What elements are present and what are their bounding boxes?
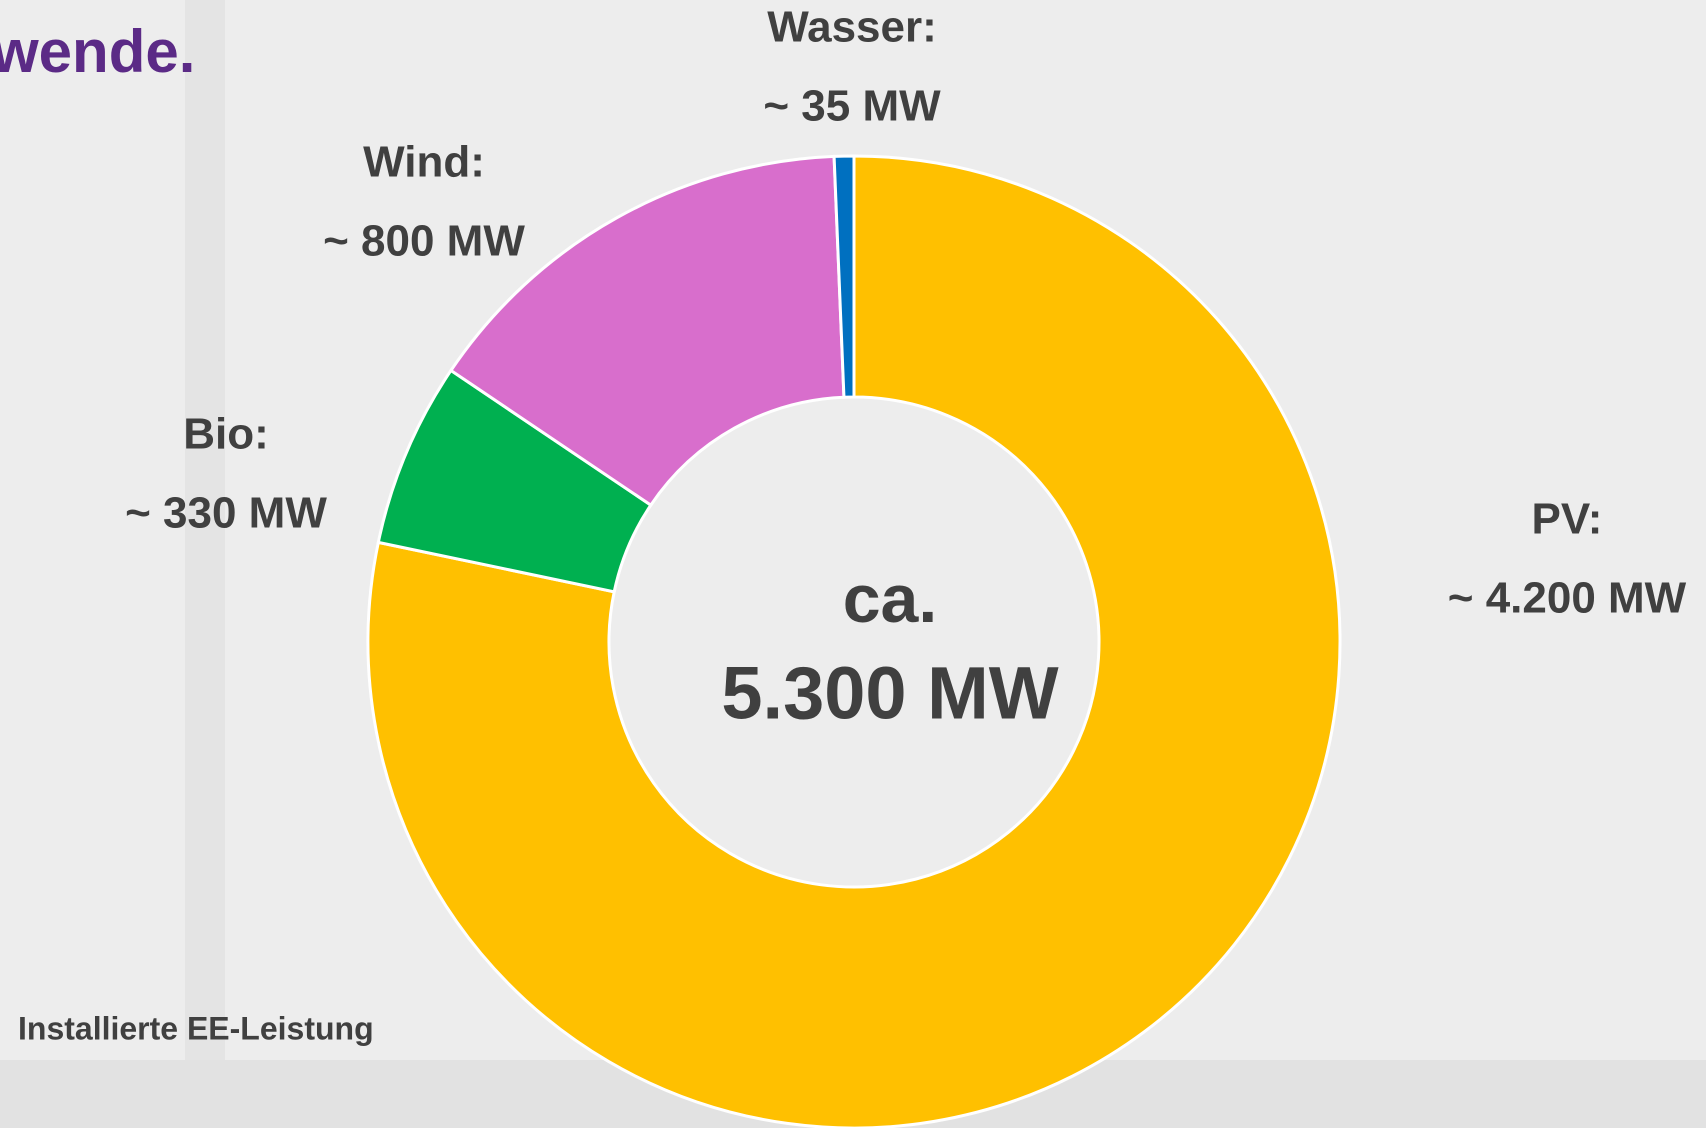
center-label: 5.300 MW — [721, 652, 1058, 735]
background-decoration — [185, 0, 225, 1128]
slice-label: Wind: — [363, 138, 485, 187]
slice-value-label: ~ 35 MW — [763, 82, 941, 131]
slice-value-label: ~ 330 MW — [125, 489, 327, 538]
page: {"chart_data": {"type": "donut", "title"… — [0, 0, 1706, 1128]
slice-label: PV: — [1532, 495, 1603, 544]
slice-label: Wasser: — [767, 3, 937, 52]
chart: wende. Installierte EE-Leistung ca. 5.30… — [0, 0, 1706, 1128]
slice-value-label: ~ 4.200 MW — [1448, 574, 1687, 623]
chart-title: wende. — [0, 18, 195, 85]
center-label: ca. — [843, 561, 938, 637]
slice-label: Bio: — [183, 410, 269, 459]
footnote: Installierte EE-Leistung — [18, 1010, 374, 1046]
slice-value-label: ~ 800 MW — [323, 217, 525, 266]
